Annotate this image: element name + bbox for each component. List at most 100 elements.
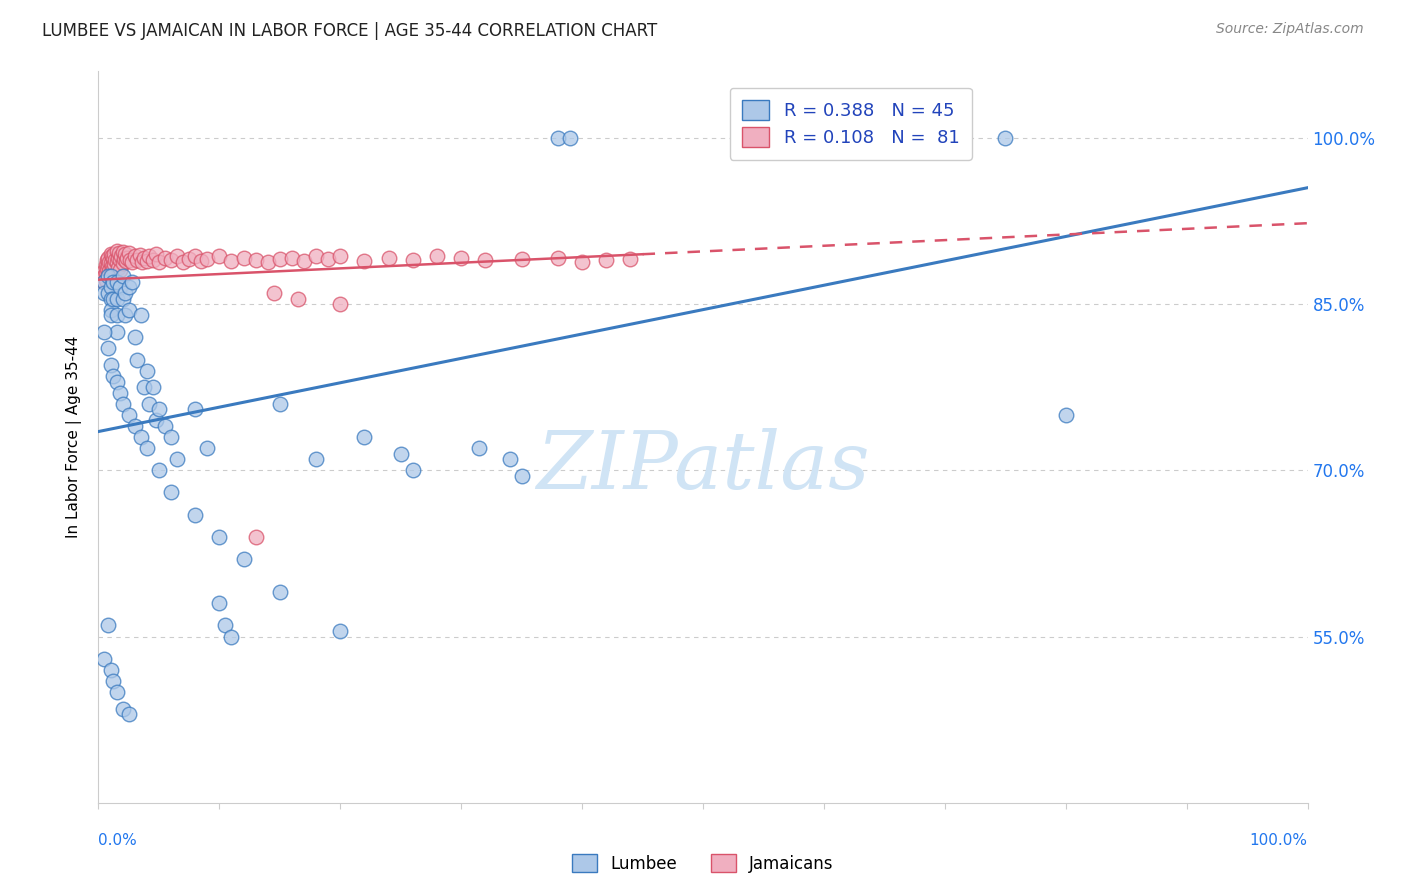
Point (118, 280, 141, 294)
Point (105, 255, 128, 269)
Point (100, 292, 122, 306)
Point (111, 397, 134, 411)
Point (110, 249, 132, 263)
Point (98, 264, 121, 278)
Point (153, 419, 176, 434)
Point (135, 253, 157, 268)
Point (389, 447, 412, 461)
Point (111, 701, 134, 715)
Point (269, 252, 291, 266)
Point (97, 268, 120, 283)
Point (558, 131, 581, 145)
Point (96, 252, 118, 267)
Point (103, 257, 125, 271)
Point (105, 308, 128, 322)
Point (142, 252, 165, 267)
Y-axis label: In Labor Force | Age 35-44: In Labor Force | Age 35-44 (66, 336, 83, 538)
Point (100, 358, 122, 372)
Point (108, 246, 131, 260)
Point (184, 508, 207, 522)
Point (138, 397, 160, 411)
Point (101, 673, 124, 688)
Point (97, 342, 120, 356)
Point (595, 252, 617, 267)
Point (269, 585, 291, 599)
Point (114, 285, 136, 300)
Point (105, 685, 128, 699)
Point (101, 252, 124, 266)
Point (100, 260, 122, 274)
Point (195, 252, 218, 266)
Point (118, 252, 141, 267)
Point (97, 285, 120, 300)
Point (114, 308, 136, 322)
Point (108, 252, 131, 267)
Point (166, 249, 188, 263)
Point (118, 302, 141, 317)
Point (245, 530, 267, 544)
Point (287, 292, 309, 306)
Point (208, 249, 231, 263)
Point (128, 248, 150, 262)
Point (100, 280, 122, 294)
Point (127, 352, 149, 367)
Point (93, 275, 115, 289)
Point (142, 380, 165, 394)
Point (101, 369, 124, 384)
Point (329, 297, 352, 311)
Point (377, 251, 399, 265)
Point (214, 618, 236, 632)
Point (93, 269, 115, 284)
Point (118, 707, 141, 722)
Point (468, 441, 491, 455)
Point (426, 249, 449, 263)
Point (498, 452, 520, 467)
Point (135, 363, 157, 377)
Point (316, 252, 339, 266)
Point (121, 275, 143, 289)
Point (353, 430, 375, 444)
Point (97, 618, 120, 632)
Point (172, 255, 194, 269)
Point (160, 485, 183, 500)
Text: Source: ZipAtlas.com: Source: ZipAtlas.com (1216, 22, 1364, 37)
Point (619, 252, 641, 266)
Point (118, 408, 141, 422)
Point (131, 255, 153, 269)
Point (107, 260, 129, 275)
Point (450, 251, 472, 265)
Point (221, 253, 243, 268)
Point (148, 463, 170, 477)
Point (115, 253, 138, 268)
Point (101, 292, 124, 306)
Point (145, 413, 167, 427)
Point (353, 253, 375, 268)
Point (93, 285, 115, 300)
Point (100, 265, 122, 279)
Point (269, 397, 291, 411)
Point (195, 441, 218, 455)
Point (111, 256, 134, 270)
Point (208, 596, 231, 610)
Point (124, 419, 146, 434)
Point (292, 253, 315, 268)
Point (571, 255, 593, 269)
Point (208, 530, 231, 544)
Point (108, 280, 131, 294)
Point (94, 258, 117, 272)
Point (474, 252, 496, 267)
Point (124, 249, 146, 263)
Point (93, 275, 115, 289)
Point (100, 256, 122, 270)
Point (98, 255, 121, 269)
Point (93, 651, 115, 665)
Point (114, 247, 136, 261)
Text: LUMBEE VS JAMAICAN IN LABOR FORCE | AGE 35-44 CORRELATION CHART: LUMBEE VS JAMAICAN IN LABOR FORCE | AGE … (42, 22, 658, 40)
Point (101, 261, 124, 276)
Point (118, 246, 141, 260)
Point (93, 325, 115, 339)
Point (547, 251, 569, 265)
Point (105, 275, 128, 289)
Point (184, 402, 207, 417)
Point (100, 247, 122, 261)
